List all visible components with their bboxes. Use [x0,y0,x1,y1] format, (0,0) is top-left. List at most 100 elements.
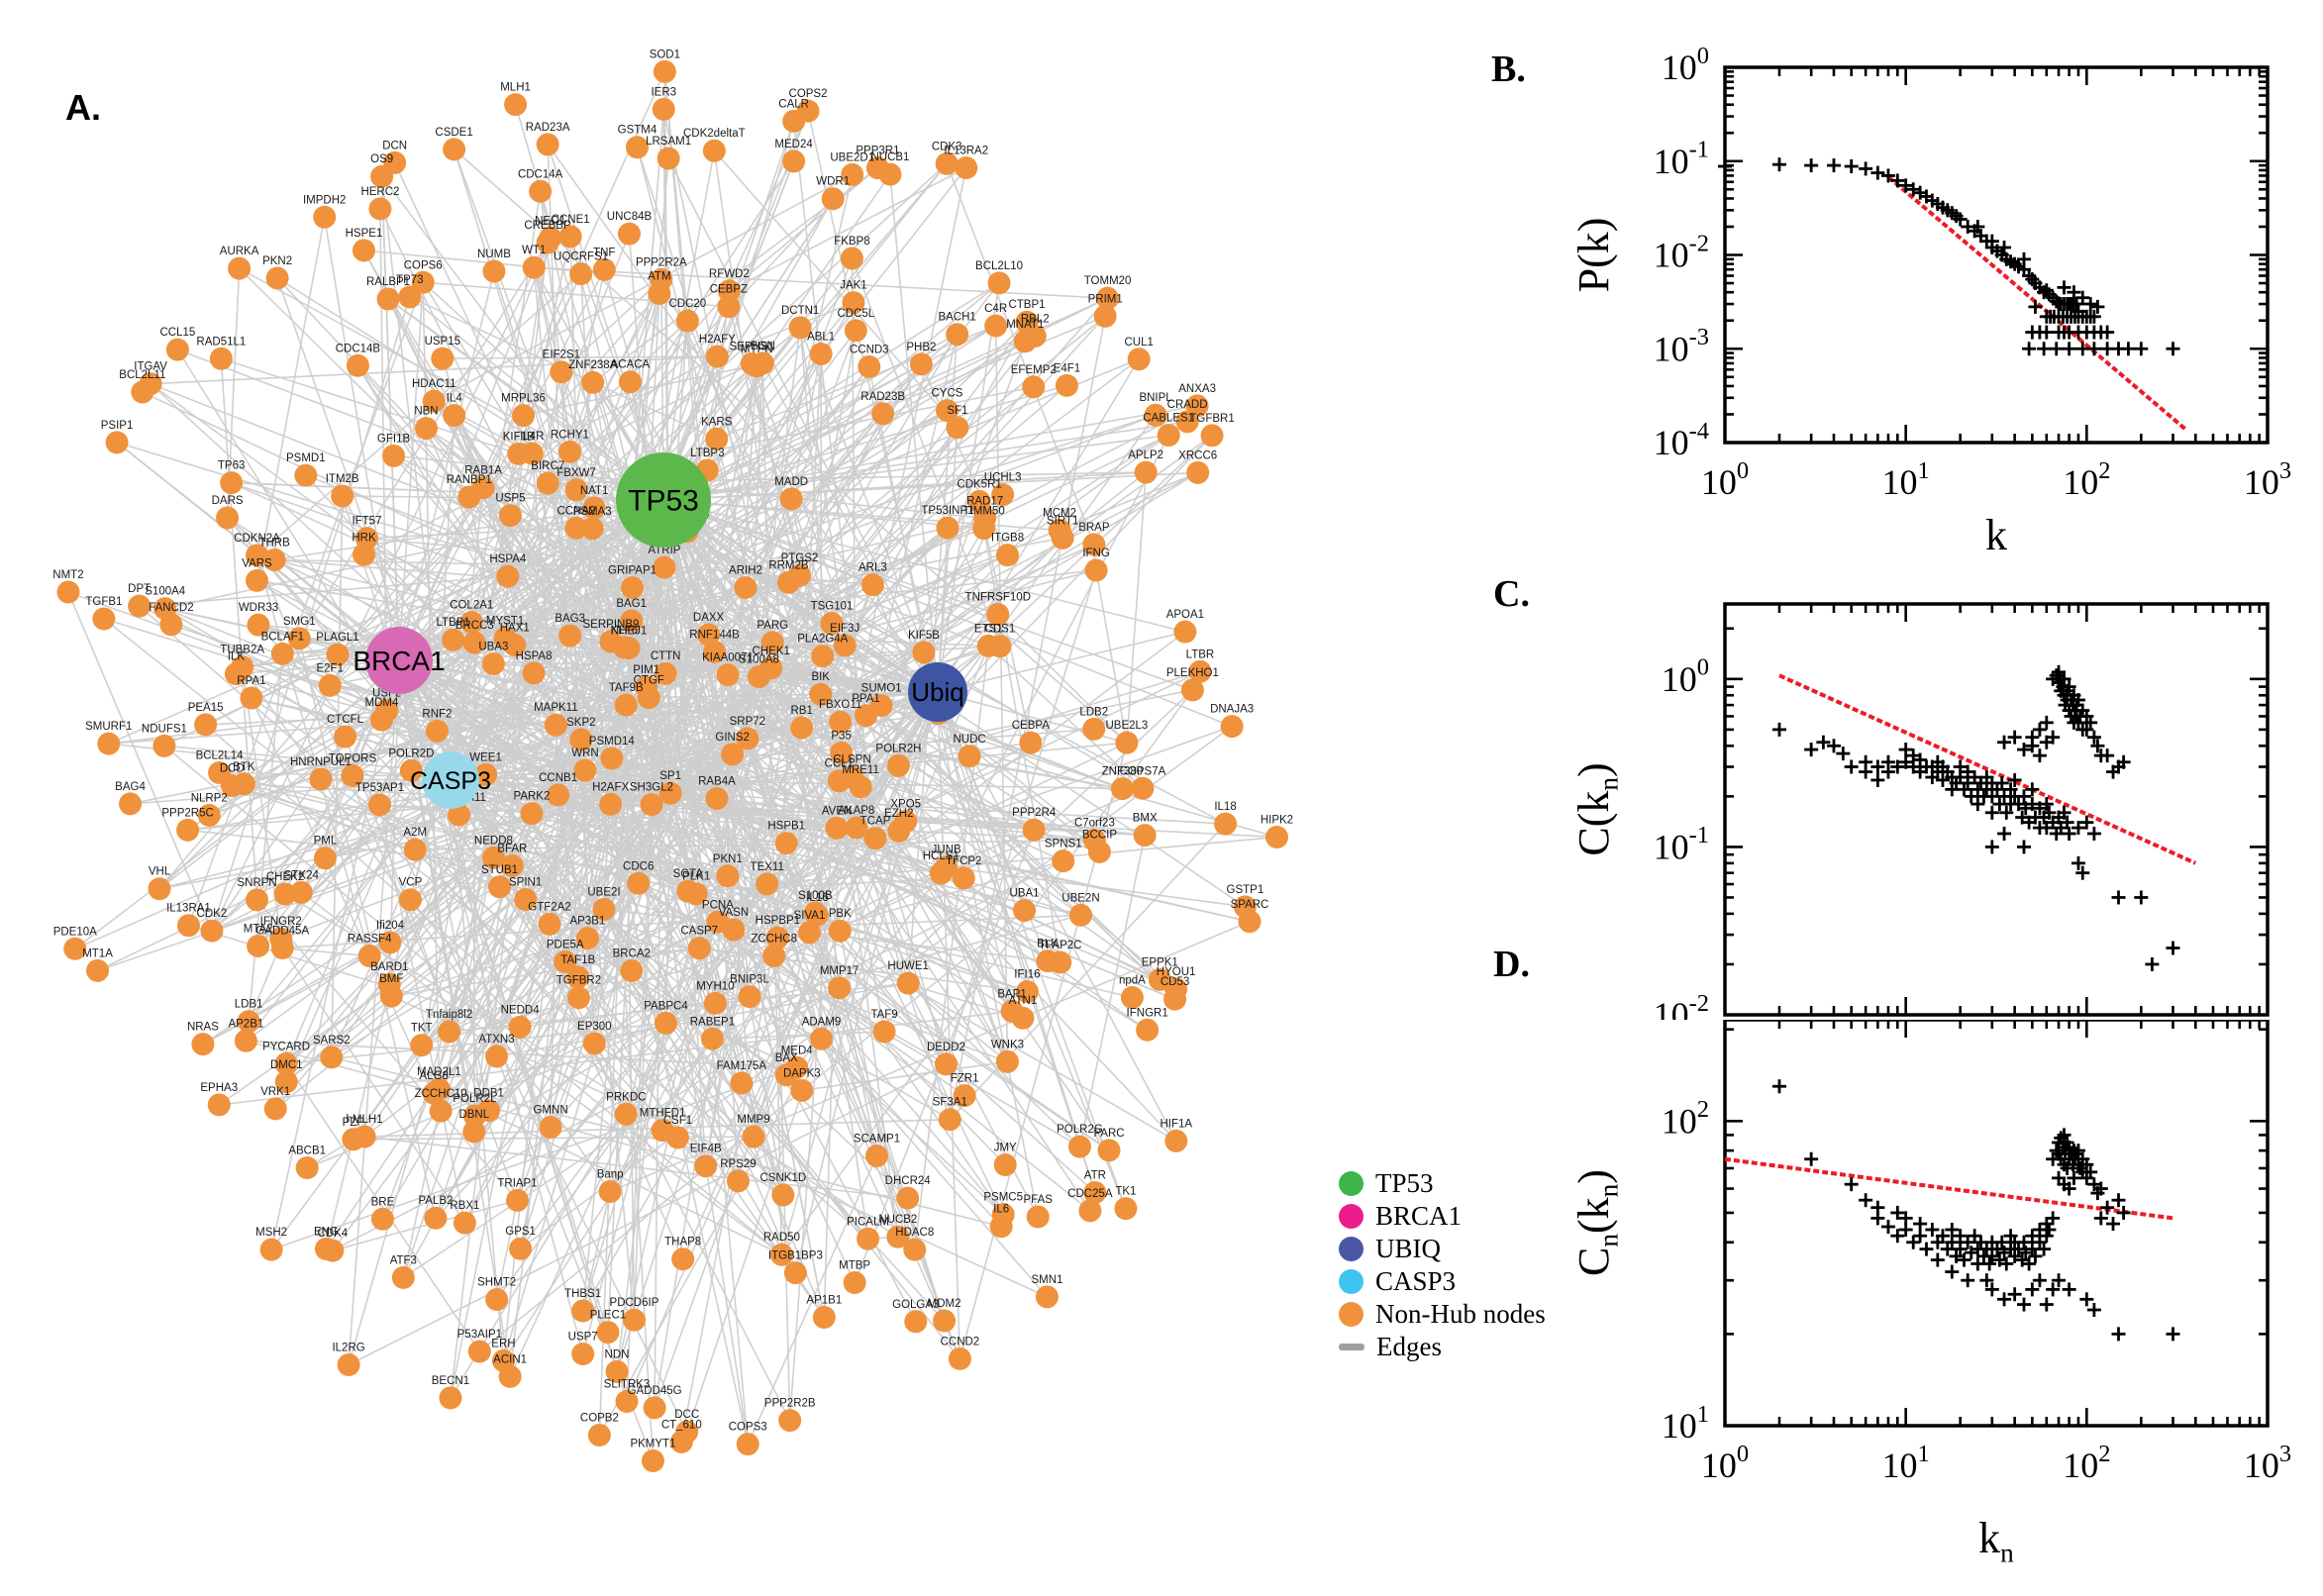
svg-text:RBL2: RBL2 [1021,313,1050,325]
svg-text:100: 100 [1701,457,1749,502]
svg-text:PHB2: PHB2 [906,342,936,353]
svg-text:IL2RG: IL2RG [332,1343,364,1354]
svg-text:COPS6: COPS6 [404,259,443,271]
svg-text:MDM4: MDM4 [364,697,398,709]
svg-text:RNF144B: RNF144B [689,629,740,641]
svg-text:EP300: EP300 [577,1021,612,1033]
svg-text:CREBBP: CREBBP [524,220,571,232]
svg-text:GSTM4: GSTM4 [618,125,657,137]
svg-text:PALB2: PALB2 [418,1195,453,1207]
svg-text:PRKDC: PRKDC [606,1091,646,1103]
svg-text:H2AFY: H2AFY [699,334,736,346]
svg-text:SEPHS1: SEPHS1 [730,341,774,352]
svg-text:ATXN3: ATXN3 [478,1034,514,1046]
svg-text:BMF: BMF [379,973,403,985]
svg-text:FBXO11: FBXO11 [819,699,861,711]
svg-text:RANBP1: RANBP1 [447,474,492,486]
svg-text:Tnfaip8l2: Tnfaip8l2 [426,1009,472,1021]
svg-text:PPA1: PPA1 [852,693,880,705]
svg-text:PARG: PARG [757,620,788,632]
svg-text:MSH2: MSH2 [255,1227,287,1239]
svg-text:BRCC3: BRCC3 [455,620,494,632]
svg-text:THBS1: THBS1 [564,1288,601,1300]
svg-text:LTBR: LTBR [1186,648,1215,660]
svg-text:BIK: BIK [811,671,830,683]
svg-text:ZNF238A: ZNF238A [568,359,618,371]
legend-item-nonhub: Non-Hub nodes [1339,1298,1546,1329]
svg-text:ATF3: ATF3 [390,1254,417,1266]
svg-text:MRE11: MRE11 [842,764,879,776]
y-axis-label-B: P(k) [1569,218,1618,293]
svg-text:RAD23B: RAD23B [860,391,905,403]
svg-text:DCC: DCC [674,1409,699,1421]
hub-label-tp53: TP53 [628,485,699,518]
svg-text:KIF5B: KIF5B [908,630,940,642]
svg-text:SF1: SF1 [947,405,967,417]
svg-text:JUNB: JUNB [932,845,961,856]
panel-d-label: D. [1493,944,1530,985]
svg-text:VCP: VCP [399,877,423,889]
svg-text:ERH: ERH [491,1338,515,1349]
svg-text:101: 101 [1882,457,1930,502]
svg-text:SMG1: SMG1 [283,616,316,628]
svg-text:CSDE1: CSDE1 [435,127,472,139]
svg-text:ACIN1: ACIN1 [493,1353,527,1365]
svg-text:BARD1: BARD1 [370,961,408,973]
svg-text:GPS1: GPS1 [505,1226,536,1238]
svg-text:RPA1: RPA1 [237,675,265,687]
svg-text:ABL1: ABL1 [807,331,835,343]
data-points-D [1771,1079,2180,1342]
svg-text:C7orf23: C7orf23 [1074,818,1115,830]
svg-text:ARIH2: ARIH2 [729,565,762,577]
svg-text:IL4R: IL4R [520,431,544,443]
svg-text:POLR2G: POLR2G [1057,1124,1103,1136]
svg-text:TGFB1: TGFB1 [85,596,122,608]
svg-text:CDK2deltaT: CDK2deltaT [683,128,746,140]
svg-text:PPP2R5C: PPP2R5C [161,807,213,819]
svg-text:NHEJ1: NHEJ1 [611,626,647,638]
svg-text:IL6: IL6 [993,1204,1009,1216]
svg-text:PBK: PBK [829,908,852,920]
svg-text:TP53INP1: TP53INP1 [921,505,973,517]
svg-text:101: 101 [1882,1441,1930,1485]
svg-text:NUDC: NUDC [954,734,986,746]
svg-text:NEDD4: NEDD4 [501,1004,541,1016]
svg-text:CRADD: CRADD [1167,399,1208,411]
svg-text:E4F1: E4F1 [1054,362,1081,374]
svg-text:ARL3: ARL3 [858,562,887,574]
svg-text:LTBP1: LTBP1 [437,617,470,629]
svg-text:IL18: IL18 [1214,801,1236,813]
svg-text:UBE2L3: UBE2L3 [1105,720,1148,732]
svg-text:TNFRSF10D: TNFRSF10D [965,592,1031,604]
svg-text:BFAR: BFAR [497,843,527,854]
svg-text:10-1: 10-1 [1654,822,1709,866]
svg-text:CCNA2: CCNA2 [556,505,595,517]
svg-text:FANCD2: FANCD2 [149,602,193,614]
svg-text:PTGS2: PTGS2 [781,552,819,564]
svg-text:ITGAV: ITGAV [134,361,167,373]
brca1-swatch-icon [1339,1203,1364,1229]
svg-text:CDC20: CDC20 [669,298,707,310]
svg-text:ATN1: ATN1 [1009,995,1038,1007]
svg-text:NBN: NBN [414,406,438,418]
svg-text:CYCS: CYCS [932,388,963,400]
svg-text:DBNL: DBNL [458,1109,489,1121]
svg-text:SIRT1: SIRT1 [1047,515,1078,527]
svg-text:SERPINB9: SERPINB9 [583,619,640,631]
svg-text:NUMB: NUMB [477,249,511,260]
legend-label: Non-Hub nodes [1375,1298,1546,1329]
svg-text:RB1: RB1 [790,705,812,717]
svg-text:SIVA1: SIVA1 [794,910,826,922]
svg-text:WRN: WRN [571,748,598,759]
svg-text:PSMC5: PSMC5 [983,1192,1023,1204]
svg-text:UBA1: UBA1 [1010,888,1040,900]
svg-text:MYST1: MYST1 [486,616,524,628]
svg-text:LRSAM1: LRSAM1 [646,136,691,148]
svg-text:SMURF1: SMURF1 [85,721,132,733]
svg-text:CTTN: CTTN [651,650,681,662]
svg-text:SPNS1: SPNS1 [1045,839,1082,850]
svg-text:CDK5R1: CDK5R1 [957,478,1001,490]
svg-text:HDAC11: HDAC11 [412,378,456,390]
svg-text:NEDD8: NEDD8 [474,835,513,847]
svg-text:IFI16: IFI16 [1014,969,1040,981]
